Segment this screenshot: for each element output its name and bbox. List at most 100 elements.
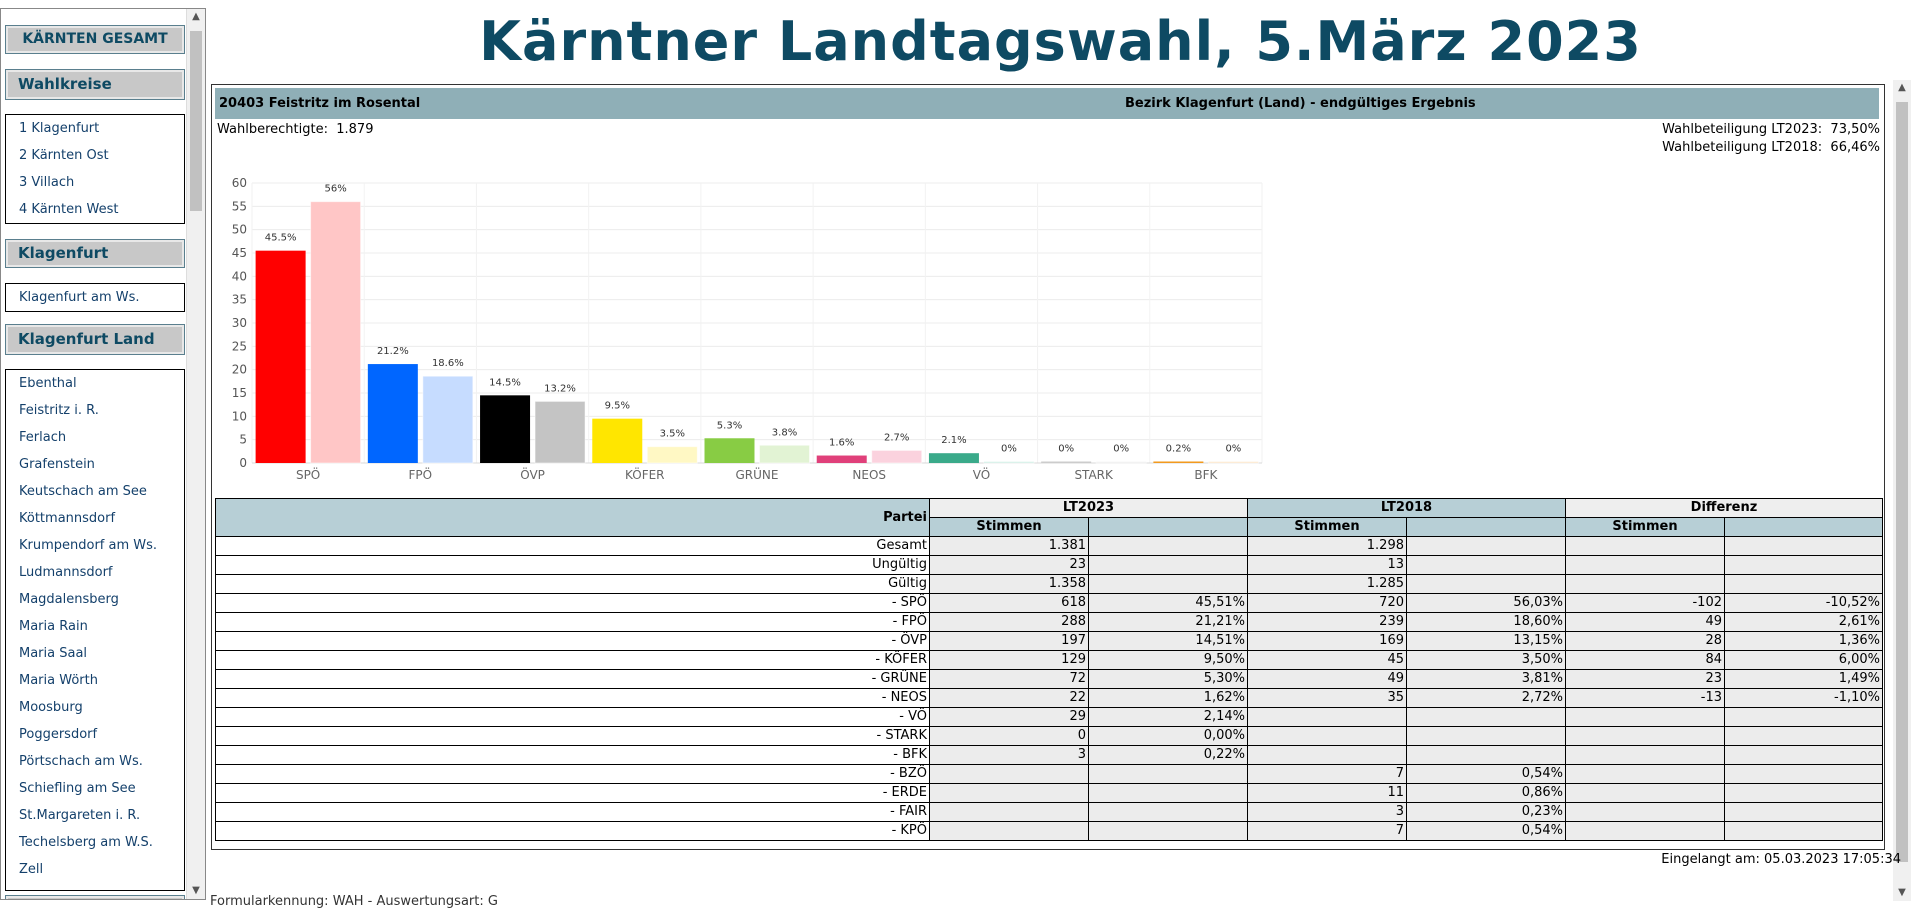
sidebar-scrollbar[interactable]: ▲ ▼ bbox=[186, 9, 205, 899]
cell-s23: 197 bbox=[929, 631, 1089, 651]
cell-dp: 1,49% bbox=[1724, 669, 1883, 689]
cell-label: - BFK bbox=[215, 745, 930, 765]
main-scroll-thumb[interactable] bbox=[1896, 102, 1908, 862]
y-tick-label: 20 bbox=[232, 363, 247, 377]
wahlkreise-heading: Wahlkreise bbox=[18, 75, 112, 93]
sidebar-item-gemeinde-7[interactable]: Ludmannsdorf bbox=[19, 565, 113, 580]
sidebar-item-gemeinde-15[interactable]: Schiefling am See bbox=[19, 781, 136, 796]
sidebar-scroll-thumb[interactable] bbox=[190, 31, 202, 211]
bar-2023 bbox=[592, 418, 643, 463]
sidebar-heading-wahlkreise: Wahlkreise bbox=[5, 69, 185, 100]
sidebar-item-gemeinde-3[interactable]: Grafenstein bbox=[19, 457, 95, 472]
cell-s23: 29 bbox=[929, 707, 1089, 727]
table-row: - STARK 0 0,00% bbox=[215, 726, 1883, 746]
sidebar-item-gemeinde-18[interactable]: Zell bbox=[19, 862, 44, 877]
data-label: 21.2% bbox=[377, 346, 409, 357]
sidebar-item-gemeinde-17[interactable]: Techelsberg am W.S. bbox=[19, 835, 153, 850]
cell-p18: 56,03% bbox=[1406, 593, 1566, 613]
sidebar-item-wahlkreis-1[interactable]: 2 Kärnten Ost bbox=[19, 148, 109, 163]
cell-dp: 2,61% bbox=[1724, 612, 1883, 632]
sidebar-item-gemeinde-9[interactable]: Maria Rain bbox=[19, 619, 88, 634]
cell-p18 bbox=[1406, 745, 1566, 765]
cell-ds bbox=[1565, 783, 1725, 803]
cell-label: Gültig bbox=[215, 574, 930, 594]
bar-2023 bbox=[816, 455, 867, 463]
wahlberechtigte-label: Wahlberechtigte: bbox=[217, 122, 328, 137]
results-table: Partei LT2023 LT2018 Differenz Stimmen S… bbox=[215, 498, 1883, 841]
stimmen-2023-header: Stimmen bbox=[929, 517, 1089, 537]
main-scroll-up-icon[interactable]: ▲ bbox=[1898, 82, 1906, 93]
data-label: 5.3% bbox=[717, 420, 742, 431]
sidebar-item-gemeinde-2[interactable]: Ferlach bbox=[19, 430, 67, 445]
cell-label: Ungültig bbox=[215, 555, 930, 575]
cell-s18: 1.298 bbox=[1247, 536, 1407, 556]
sidebar-item-gemeinde-1[interactable]: Feistritz i. R. bbox=[19, 403, 99, 418]
sidebar-item-wahlkreis-0[interactable]: 1 Klagenfurt bbox=[19, 121, 100, 136]
bezirk-status: Bezirk Klagenfurt (Land) - endgültiges E… bbox=[1125, 96, 1476, 111]
cell-s18: 35 bbox=[1247, 688, 1407, 708]
cell-dp bbox=[1724, 802, 1883, 822]
sidebar-item-gemeinde-12[interactable]: Moosburg bbox=[19, 700, 83, 715]
y-tick-label: 10 bbox=[232, 409, 247, 423]
klagenfurt-heading: Klagenfurt bbox=[18, 244, 109, 262]
sidebar-item-gemeinde-4[interactable]: Keutschach am See bbox=[19, 484, 147, 499]
cell-ds bbox=[1565, 821, 1725, 841]
cell-ds: 28 bbox=[1565, 631, 1725, 651]
sidebar-item-gemeinde-14[interactable]: Pörtschach am Ws. bbox=[19, 754, 143, 769]
sidebar-heading-kaernten-gesamt[interactable]: KÄRNTEN GESAMT bbox=[5, 25, 185, 54]
cell-ds bbox=[1565, 764, 1725, 784]
stimmen-diff-header: Stimmen bbox=[1565, 517, 1725, 537]
sidebar-item-gemeinde-13[interactable]: Poggersdorf bbox=[19, 727, 98, 742]
sidebar-item-gemeinde-16[interactable]: St.Margareten i. R. bbox=[19, 808, 141, 823]
cell-s18 bbox=[1247, 726, 1407, 746]
sidebar-item-gemeinde-5[interactable]: Köttmannsdorf bbox=[19, 511, 116, 526]
main-scroll-down-icon[interactable]: ▼ bbox=[1898, 887, 1906, 898]
table-row: - GRÜNE 72 5,30% 49 3,81% 23 1,49% bbox=[215, 669, 1883, 689]
table-row: - KÖFER 129 9,50% 45 3,50% 84 6,00% bbox=[215, 650, 1883, 670]
sidebar-item-gemeinde-11[interactable]: Maria Wörth bbox=[19, 673, 98, 688]
cell-s23 bbox=[929, 821, 1089, 841]
sidebar-item-gemeinde-0[interactable]: Ebenthal bbox=[19, 376, 77, 391]
table-row: - FAIR 3 0,23% bbox=[215, 802, 1883, 822]
sidebar-item-gemeinde-6[interactable]: Krumpendorf am Ws. bbox=[19, 538, 158, 553]
cell-p23: 21,21% bbox=[1088, 612, 1248, 632]
y-tick-label: 5 bbox=[239, 433, 247, 447]
table-row: Gesamt 1.381 1.298 bbox=[215, 536, 1883, 556]
beteiligung-2018-label: Wahlbeteiligung LT2018: bbox=[1662, 140, 1823, 155]
cell-s23: 1.358 bbox=[929, 574, 1089, 594]
bar-2023 bbox=[1153, 461, 1204, 463]
y-tick-label: 45 bbox=[232, 246, 247, 260]
scroll-up-icon[interactable]: ▲ bbox=[192, 11, 200, 22]
beteiligung-2018: Wahlbeteiligung LT2018: 66,46% bbox=[1662, 140, 1880, 155]
sidebar-item-klagenfurt-0[interactable]: Klagenfurt am Ws. bbox=[19, 290, 140, 305]
sidebar-item-wahlkreis-2[interactable]: 3 Villach bbox=[19, 175, 75, 190]
bar-2023 bbox=[1041, 461, 1092, 463]
cell-p18: 18,60% bbox=[1406, 612, 1566, 632]
cell-p23: 1,62% bbox=[1088, 688, 1248, 708]
cell-s23: 23 bbox=[929, 555, 1089, 575]
cell-label: - NEOS bbox=[215, 688, 930, 708]
kaernten-gesamt-link[interactable]: KÄRNTEN GESAMT bbox=[22, 31, 168, 47]
cell-p18 bbox=[1406, 536, 1566, 556]
cell-label: - SPÖ bbox=[215, 593, 930, 613]
sidebar-item-gemeinde-10[interactable]: Maria Saal bbox=[19, 646, 88, 661]
cell-dp bbox=[1724, 764, 1883, 784]
data-label: 0% bbox=[1058, 444, 1074, 455]
sidebar-item-gemeinde-8[interactable]: Magdalensberg bbox=[19, 592, 119, 607]
cell-ds: -102 bbox=[1565, 593, 1725, 613]
lt2023-header: LT2023 bbox=[929, 498, 1248, 518]
cell-s23: 22 bbox=[929, 688, 1089, 708]
y-tick-label: 0 bbox=[239, 456, 247, 470]
x-tick-label: NEOS bbox=[852, 468, 886, 482]
page-title: Kärntner Landtagswahl, 5.März 2023 bbox=[479, 10, 1642, 73]
table-row: Gültig 1.358 1.285 bbox=[215, 574, 1883, 594]
sidebar-item-wahlkreis-3[interactable]: 4 Kärnten West bbox=[19, 202, 119, 217]
cell-label: - GRÜNE bbox=[215, 669, 930, 689]
footer-formularkennung: Formularkennung: WAH - Auswertungsart: G bbox=[210, 894, 498, 909]
bar-2018 bbox=[759, 444, 810, 464]
scroll-down-icon[interactable]: ▼ bbox=[192, 885, 200, 896]
cell-label: - KÖFER bbox=[215, 650, 930, 670]
main-scrollbar[interactable]: ▲ ▼ bbox=[1893, 80, 1911, 901]
y-tick-label: 40 bbox=[232, 269, 247, 283]
cell-p23 bbox=[1088, 574, 1248, 594]
